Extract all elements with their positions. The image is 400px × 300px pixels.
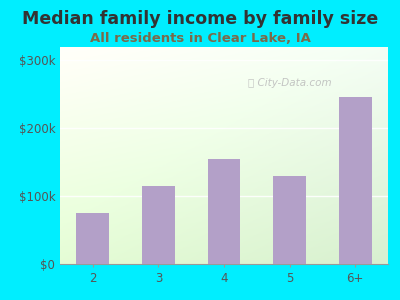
Bar <box>273 176 306 264</box>
Bar <box>76 213 109 264</box>
Bar <box>208 159 240 264</box>
Text: All residents in Clear Lake, IA: All residents in Clear Lake, IA <box>90 32 310 44</box>
Text: ⓘ City-Data.com: ⓘ City-Data.com <box>248 78 332 88</box>
Text: Median family income by family size: Median family income by family size <box>22 11 378 28</box>
Bar <box>142 186 175 264</box>
Bar <box>339 98 372 264</box>
